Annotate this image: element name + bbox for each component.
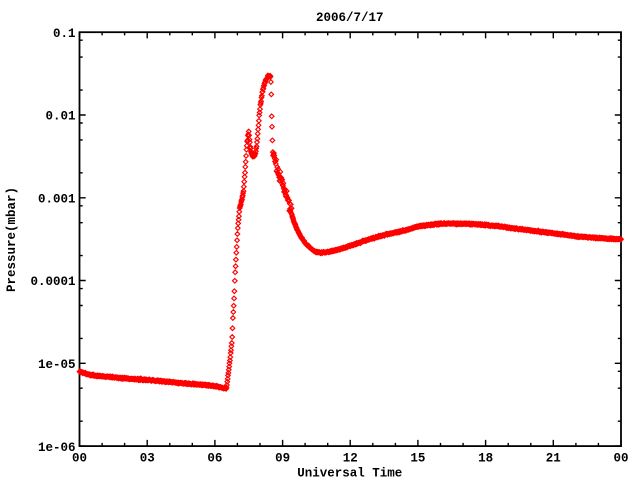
- svg-text:06: 06: [207, 452, 222, 466]
- svg-text:00: 00: [613, 452, 628, 466]
- svg-text:0.001: 0.001: [38, 193, 76, 207]
- svg-text:03: 03: [140, 452, 155, 466]
- svg-text:18: 18: [478, 452, 493, 466]
- svg-text:1e-05: 1e-05: [38, 358, 76, 372]
- svg-text:0.1: 0.1: [53, 27, 76, 41]
- svg-text:0.0001: 0.0001: [30, 275, 75, 289]
- svg-text:Pressure(mbar): Pressure(mbar): [5, 187, 19, 292]
- svg-text:2006/7/17: 2006/7/17: [316, 11, 384, 25]
- svg-text:21: 21: [546, 452, 561, 466]
- svg-text:00: 00: [72, 452, 87, 466]
- svg-text:09: 09: [275, 452, 290, 466]
- svg-text:Universal Time: Universal Time: [297, 466, 402, 480]
- svg-text:1e-06: 1e-06: [38, 441, 76, 455]
- svg-text:15: 15: [410, 452, 425, 466]
- svg-text:12: 12: [343, 452, 358, 466]
- svg-text:0.01: 0.01: [45, 110, 75, 124]
